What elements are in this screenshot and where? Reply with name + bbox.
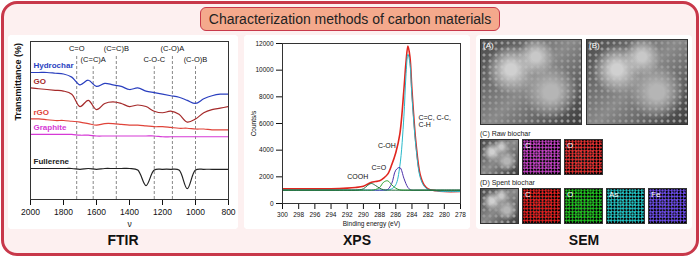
svg-text:284: 284 <box>407 211 418 218</box>
svg-text:292: 292 <box>342 211 353 218</box>
html-text:FTIR: FTIR <box>107 232 139 248</box>
svg-text:800: 800 <box>221 207 235 217</box>
svg-text:290: 290 <box>358 211 369 218</box>
html-text:(B): (B) <box>589 41 600 50</box>
svg-text:1800: 1800 <box>54 207 73 217</box>
html-text:Fe: Fe <box>651 190 661 199</box>
html-text:(A): (A) <box>483 41 494 50</box>
svg-text:2000: 2000 <box>21 207 40 217</box>
svg-text:0: 0 <box>270 200 274 207</box>
svg-text:286: 286 <box>390 211 401 218</box>
svg-text:288: 288 <box>374 211 385 218</box>
svg-text:Hydrochar: Hydrochar <box>34 61 74 70</box>
svg-text:300: 300 <box>277 211 288 218</box>
html-text:C: C <box>525 190 531 199</box>
svg-text:298: 298 <box>293 211 304 218</box>
svg-text:Counts/s: Counts/s <box>250 110 257 136</box>
svg-text:ν: ν <box>127 219 131 229</box>
svg-text:1400: 1400 <box>120 207 139 217</box>
svg-text:4000: 4000 <box>259 146 274 153</box>
html-text:O: O <box>567 141 574 150</box>
svg-text:278: 278 <box>455 211 466 218</box>
html-text:Characterization methods of ca: Characterization methods of carbon mater… <box>208 11 492 27</box>
svg-text:12000: 12000 <box>255 40 273 47</box>
svg-text:GO: GO <box>34 77 46 86</box>
svg-text:Binding energy (eV): Binding energy (eV) <box>343 220 400 228</box>
html-text:XPS: XPS <box>343 232 371 248</box>
svg-text:C=O: C=O <box>69 44 85 53</box>
svg-text:(C-O)A: (C-O)A <box>161 44 185 53</box>
svg-text:C=C, C-C,C-H: C=C, C-C,C-H <box>418 114 451 128</box>
svg-text:C=O: C=O <box>372 164 387 171</box>
svg-text:1600: 1600 <box>87 207 106 217</box>
svg-text:(C=C)B: (C=C)B <box>104 44 129 53</box>
html-text:SEM: SEM <box>568 232 600 248</box>
svg-text:10000: 10000 <box>255 66 273 73</box>
svg-text:1200: 1200 <box>153 207 172 217</box>
svg-text:294: 294 <box>326 211 337 218</box>
html-text:O: O <box>567 190 574 199</box>
svg-text:C-OH: C-OH <box>378 142 396 149</box>
svg-text:2000: 2000 <box>259 173 274 180</box>
svg-text:Graphite: Graphite <box>34 123 67 132</box>
svg-text:(C=C)A: (C=C)A <box>81 55 106 64</box>
svg-text:296: 296 <box>309 211 320 218</box>
html-text:As: As <box>609 190 619 199</box>
svg-text:8000: 8000 <box>259 93 274 100</box>
html-text:(D) Spent biochar: (D) Spent biochar <box>480 179 535 186</box>
html-text:C: C <box>525 141 531 150</box>
svg-text:6000: 6000 <box>259 120 274 127</box>
svg-text:1000: 1000 <box>186 207 205 217</box>
svg-text:Transmittance (%): Transmittance (%) <box>13 43 23 121</box>
svg-text:280: 280 <box>439 211 450 218</box>
svg-text:Fullerene: Fullerene <box>34 157 70 166</box>
svg-text:COOH: COOH <box>347 173 368 180</box>
svg-text:(C-O)B: (C-O)B <box>184 55 208 64</box>
html-text:(C) Raw biochar: (C) Raw biochar <box>480 130 531 137</box>
svg-text:282: 282 <box>423 211 434 218</box>
svg-text:rGO: rGO <box>34 108 50 117</box>
svg-text:C-O-C: C-O-C <box>143 55 165 64</box>
